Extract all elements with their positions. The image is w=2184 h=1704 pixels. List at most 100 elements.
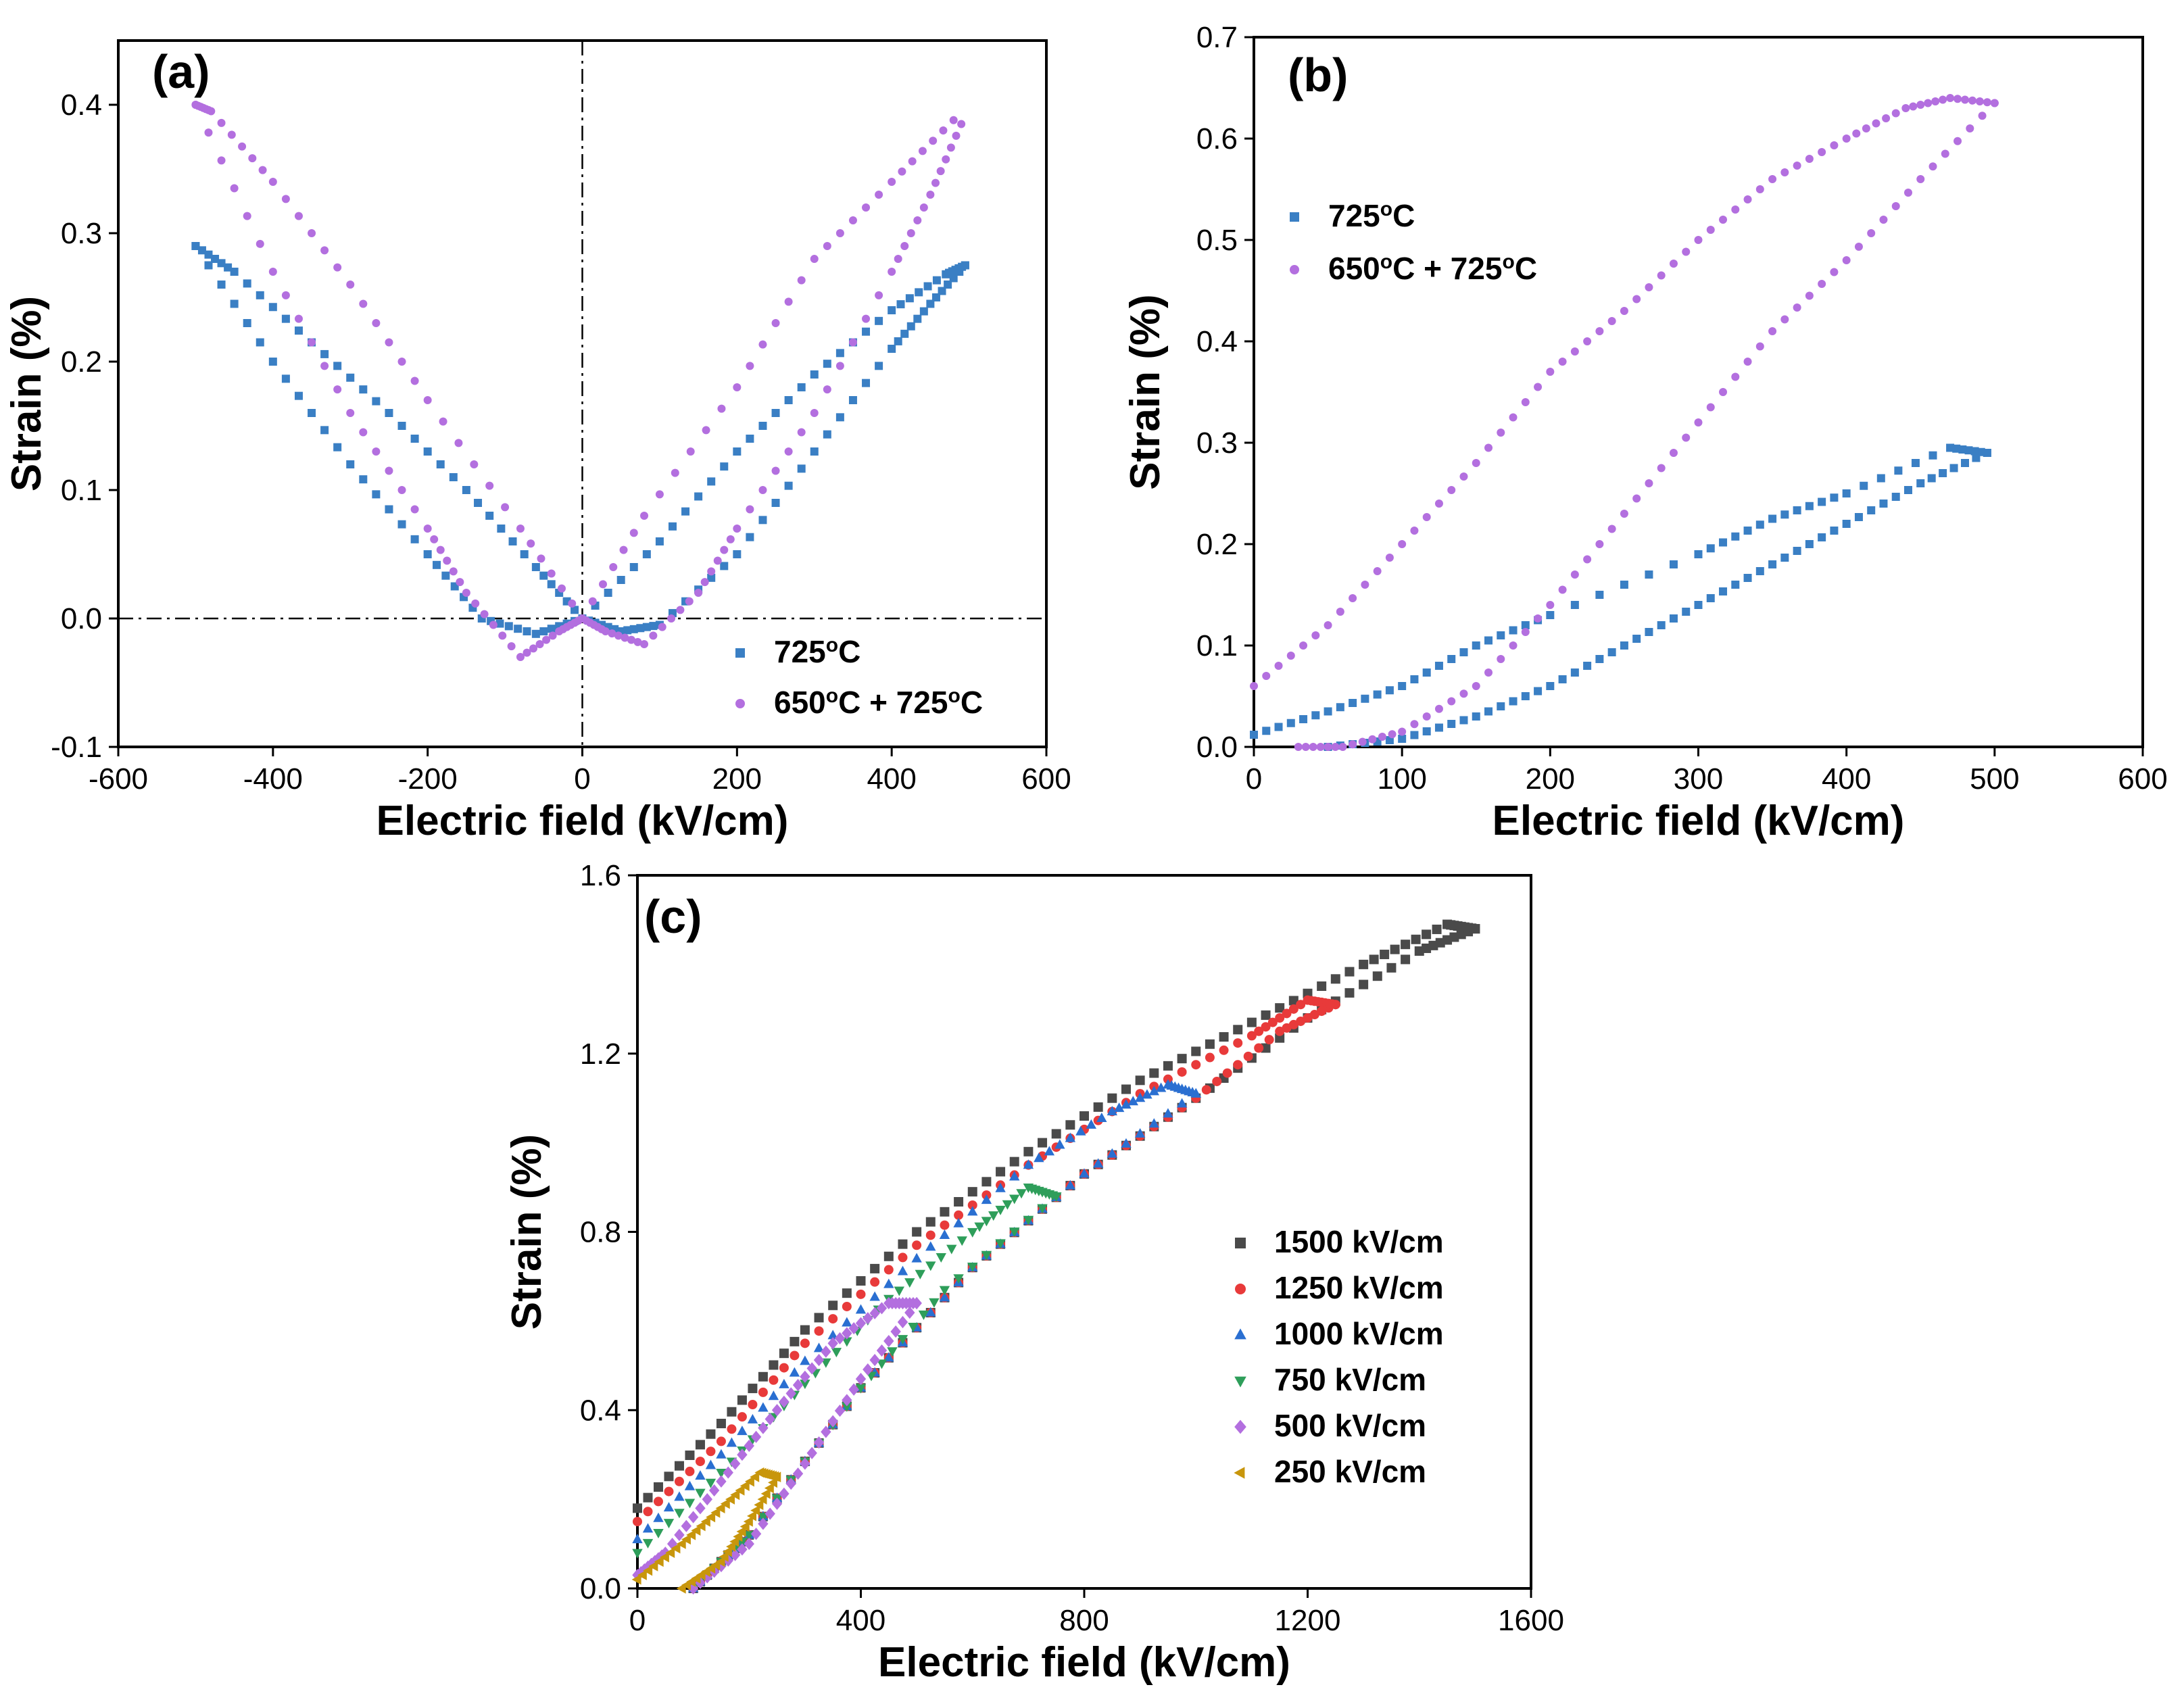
data-point: [1250, 731, 1258, 739]
x-tick-label: 200: [712, 762, 762, 796]
data-point: [733, 447, 742, 456]
data-point: [715, 1556, 725, 1567]
data-point: [1432, 924, 1442, 934]
data-point: [1620, 307, 1628, 315]
data-point: [531, 629, 540, 638]
data-point: [320, 246, 329, 255]
data-point: [217, 118, 226, 127]
data-point: [810, 447, 819, 456]
data-point: [1301, 743, 1310, 751]
data-point: [1793, 162, 1801, 170]
data-point: [827, 1330, 838, 1340]
data-point: [913, 216, 922, 224]
data-point: [642, 623, 651, 631]
y-axis-title: Strain (%): [504, 1134, 550, 1330]
data-point: [1176, 1098, 1188, 1108]
data-point: [733, 550, 742, 558]
data-point: [1706, 403, 1715, 412]
data-point: [1093, 1102, 1103, 1112]
legend-label: 650oC + 725oC: [1328, 251, 1537, 287]
data-point: [967, 1200, 977, 1210]
data-point: [1434, 704, 1443, 713]
data-point: [896, 300, 905, 309]
data-point: [633, 1503, 642, 1513]
data-point: [1410, 731, 1419, 739]
data-point: [897, 1315, 908, 1329]
data-point: [1978, 112, 1987, 120]
data-point: [359, 475, 368, 484]
data-point: [504, 622, 513, 631]
data-point: [539, 627, 548, 635]
chart-panel-0: -600 -400 -200 0 200 400 600 -0.1 0.0 0.1 0.2 0.3 0.…: [3, 39, 1071, 844]
data-point: [694, 589, 703, 597]
x-tick-label: -600: [89, 762, 148, 796]
data-point: [372, 447, 381, 456]
data-point: [1743, 195, 1752, 203]
data-point: [217, 259, 226, 268]
legend-label: 650oC + 725oC: [774, 685, 983, 721]
data-point: [800, 1355, 810, 1365]
data-point: [1509, 697, 1518, 706]
data-point: [258, 166, 267, 174]
data-point: [1447, 720, 1456, 728]
data-point: [1645, 628, 1653, 636]
data-point: [1262, 672, 1271, 680]
data-point: [664, 1486, 674, 1496]
data-point: [758, 1421, 769, 1434]
data-point: [939, 1230, 950, 1240]
data-point: [925, 1307, 936, 1317]
data-point: [623, 626, 632, 635]
data-point: [410, 435, 419, 443]
data-point: [1964, 446, 1973, 455]
data-point: [248, 154, 257, 163]
data-point: [1075, 1125, 1086, 1136]
data-point: [870, 1263, 880, 1273]
data-point: [834, 1332, 846, 1345]
data-point: [485, 481, 494, 490]
data-point: [1121, 1099, 1132, 1109]
data-point: [653, 1528, 664, 1538]
data-point: [1222, 1068, 1232, 1078]
data-point: [747, 1413, 758, 1423]
data-point: [875, 291, 883, 299]
data-point: [1344, 988, 1355, 998]
data-point: [900, 242, 909, 250]
data-point: [643, 1492, 653, 1503]
data-point: [996, 1167, 1006, 1177]
data-point: [908, 1323, 919, 1333]
data-point: [1107, 1148, 1118, 1158]
data-point: [746, 505, 754, 514]
data-point: [230, 268, 239, 276]
data-point: [834, 1404, 846, 1417]
data-point: [949, 274, 958, 283]
data-point: [1344, 967, 1355, 977]
data-point: [876, 1344, 888, 1357]
data-point: [1894, 466, 1903, 475]
data-point: [1595, 655, 1604, 663]
data-point: [507, 642, 516, 651]
data-point: [211, 255, 220, 263]
data-point: [1054, 1139, 1065, 1149]
series-1: [1250, 94, 1999, 751]
data-point: [333, 385, 342, 394]
data-point: [923, 282, 932, 291]
data-point: [523, 627, 531, 635]
data-point: [1879, 500, 1888, 508]
data-point: [320, 349, 329, 358]
data-point: [1509, 641, 1518, 650]
data-point: [1818, 148, 1826, 156]
data-point: [898, 167, 906, 176]
data-point: [1854, 513, 1863, 521]
data-point: [649, 631, 658, 640]
data-point: [890, 1325, 901, 1338]
data-point: [1818, 533, 1826, 541]
legend-label: 500 kV/cm: [1274, 1408, 1426, 1443]
data-point: [1023, 1146, 1034, 1157]
data-point: [779, 1363, 789, 1373]
data-point: [1002, 1200, 1013, 1210]
data-point: [1434, 500, 1443, 508]
data-point: [706, 1446, 716, 1457]
data-point: [806, 1446, 817, 1459]
data-point: [1373, 690, 1382, 699]
data-point: [1009, 1194, 1020, 1204]
